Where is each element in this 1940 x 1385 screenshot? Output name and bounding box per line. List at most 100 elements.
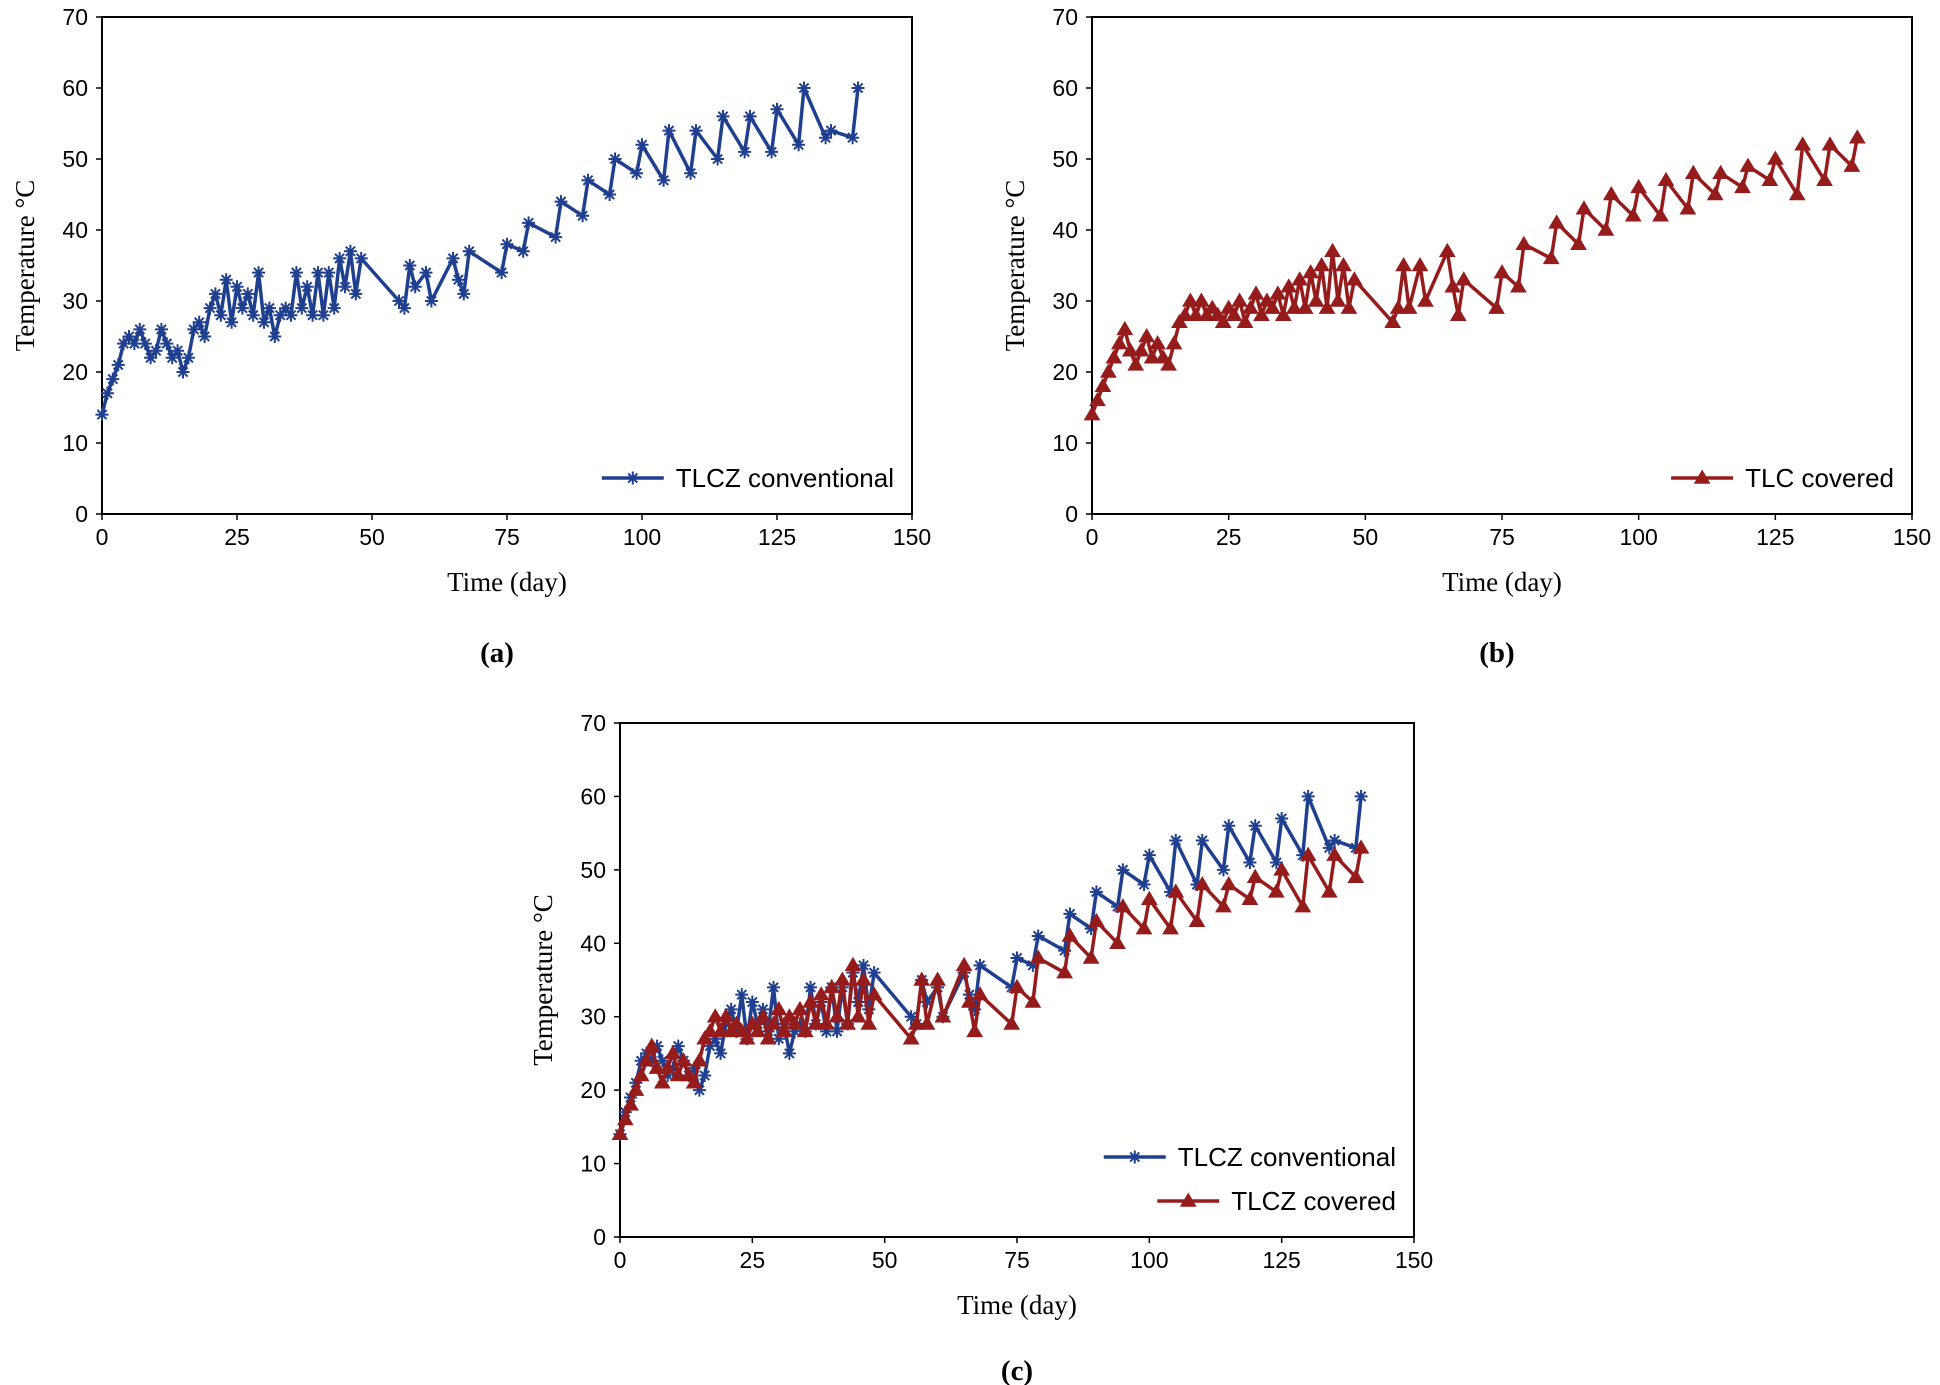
data-point [1105,349,1123,364]
data-point [955,956,973,972]
data-point [802,993,819,1008]
data-point [322,266,336,280]
legend-label: TLCZ conventional [1178,1142,1396,1172]
data-point [1291,271,1309,286]
data-point [1138,328,1156,343]
data-point [1843,157,1861,172]
data-point [230,280,244,294]
data-point [1167,883,1185,898]
x-tick-label: 150 [1395,1247,1433,1273]
data-point [839,1015,856,1030]
data-point [703,1039,717,1053]
data-point [133,322,147,336]
data-point [655,1054,669,1068]
data-point [823,978,841,994]
data-point [1739,157,1757,172]
x-tick-label: 25 [1216,524,1242,550]
data-point [1010,951,1024,965]
data-point [1083,406,1101,421]
data-point [338,280,352,294]
data-point [1058,944,1072,958]
x-tick-label: 125 [1262,1247,1300,1273]
data-point [767,980,781,994]
chart-panel-b: 0 10 20 30 40 50 60 70 0 25 50 75 100 125 150 Time (day… [1000,4,1931,669]
y-tick-label: 50 [62,146,88,172]
data-point [738,1030,756,1045]
data-point [765,1015,782,1030]
data-point [711,152,725,166]
data-point [796,1022,814,1038]
data-point [754,1008,772,1023]
panel-label: (c) [1001,1355,1033,1385]
data-point [1510,278,1527,293]
series-line [618,794,1363,1135]
data-point [208,287,222,301]
x-tick-label: 0 [96,524,109,550]
data-point [1269,856,1283,870]
data-point [1301,789,1315,803]
data-point [1215,898,1232,913]
data-point [284,308,298,322]
data-point [1602,186,1620,201]
data-point [1247,285,1265,300]
data-point [1597,221,1615,236]
data-point [241,287,255,301]
data-point [1679,200,1697,215]
data-point [973,958,987,972]
data-point [1761,171,1779,187]
data-point [770,1000,788,1016]
data-point [724,1002,738,1016]
data-point [782,1046,796,1060]
y-tick-label: 10 [580,1151,606,1177]
data-point [122,330,136,343]
series-line [100,86,860,416]
data-point [788,1024,802,1038]
data-point [603,188,617,201]
data-point [1302,264,1320,279]
data-point [257,315,271,329]
data-point [408,280,422,294]
data-point [669,1066,687,1082]
x-tick-label: 25 [740,1247,766,1273]
data-point [860,1015,878,1030]
data-point [797,81,811,95]
data-point [171,344,185,358]
data-point [743,109,757,123]
data-point [1127,356,1145,371]
data-point [1285,299,1303,314]
data-point [262,301,276,315]
data-point [902,1030,920,1045]
data-point [1195,833,1209,847]
data-point [716,109,730,123]
data-point [819,131,833,145]
data-point [1231,292,1248,307]
data-point [1005,980,1019,994]
data-point [632,1066,650,1082]
data-point [1734,178,1751,194]
x-tick-label: 50 [872,1247,898,1273]
data-point [495,266,509,280]
data-point [1236,313,1254,329]
data-point [904,1010,918,1024]
data-point [165,351,179,365]
data-point [1109,934,1126,950]
data-point [1269,285,1287,300]
data-point [1089,391,1106,407]
data-point [830,1024,844,1038]
y-tick-label: 20 [580,1077,606,1103]
data-point [1493,264,1511,279]
data-point [1280,278,1298,293]
data-point [1056,964,1074,979]
data-point [392,294,406,308]
data-point [1542,249,1560,265]
data-point [1354,789,1368,803]
data-point [855,971,872,986]
data-point [1193,876,1211,891]
data-point [316,308,330,322]
data-point [696,1030,714,1045]
y-tick-label: 0 [593,1224,606,1250]
y-tick-label: 30 [580,1004,606,1030]
data-point [812,986,830,1001]
data-point [819,1024,833,1038]
data-point [622,1096,639,1111]
